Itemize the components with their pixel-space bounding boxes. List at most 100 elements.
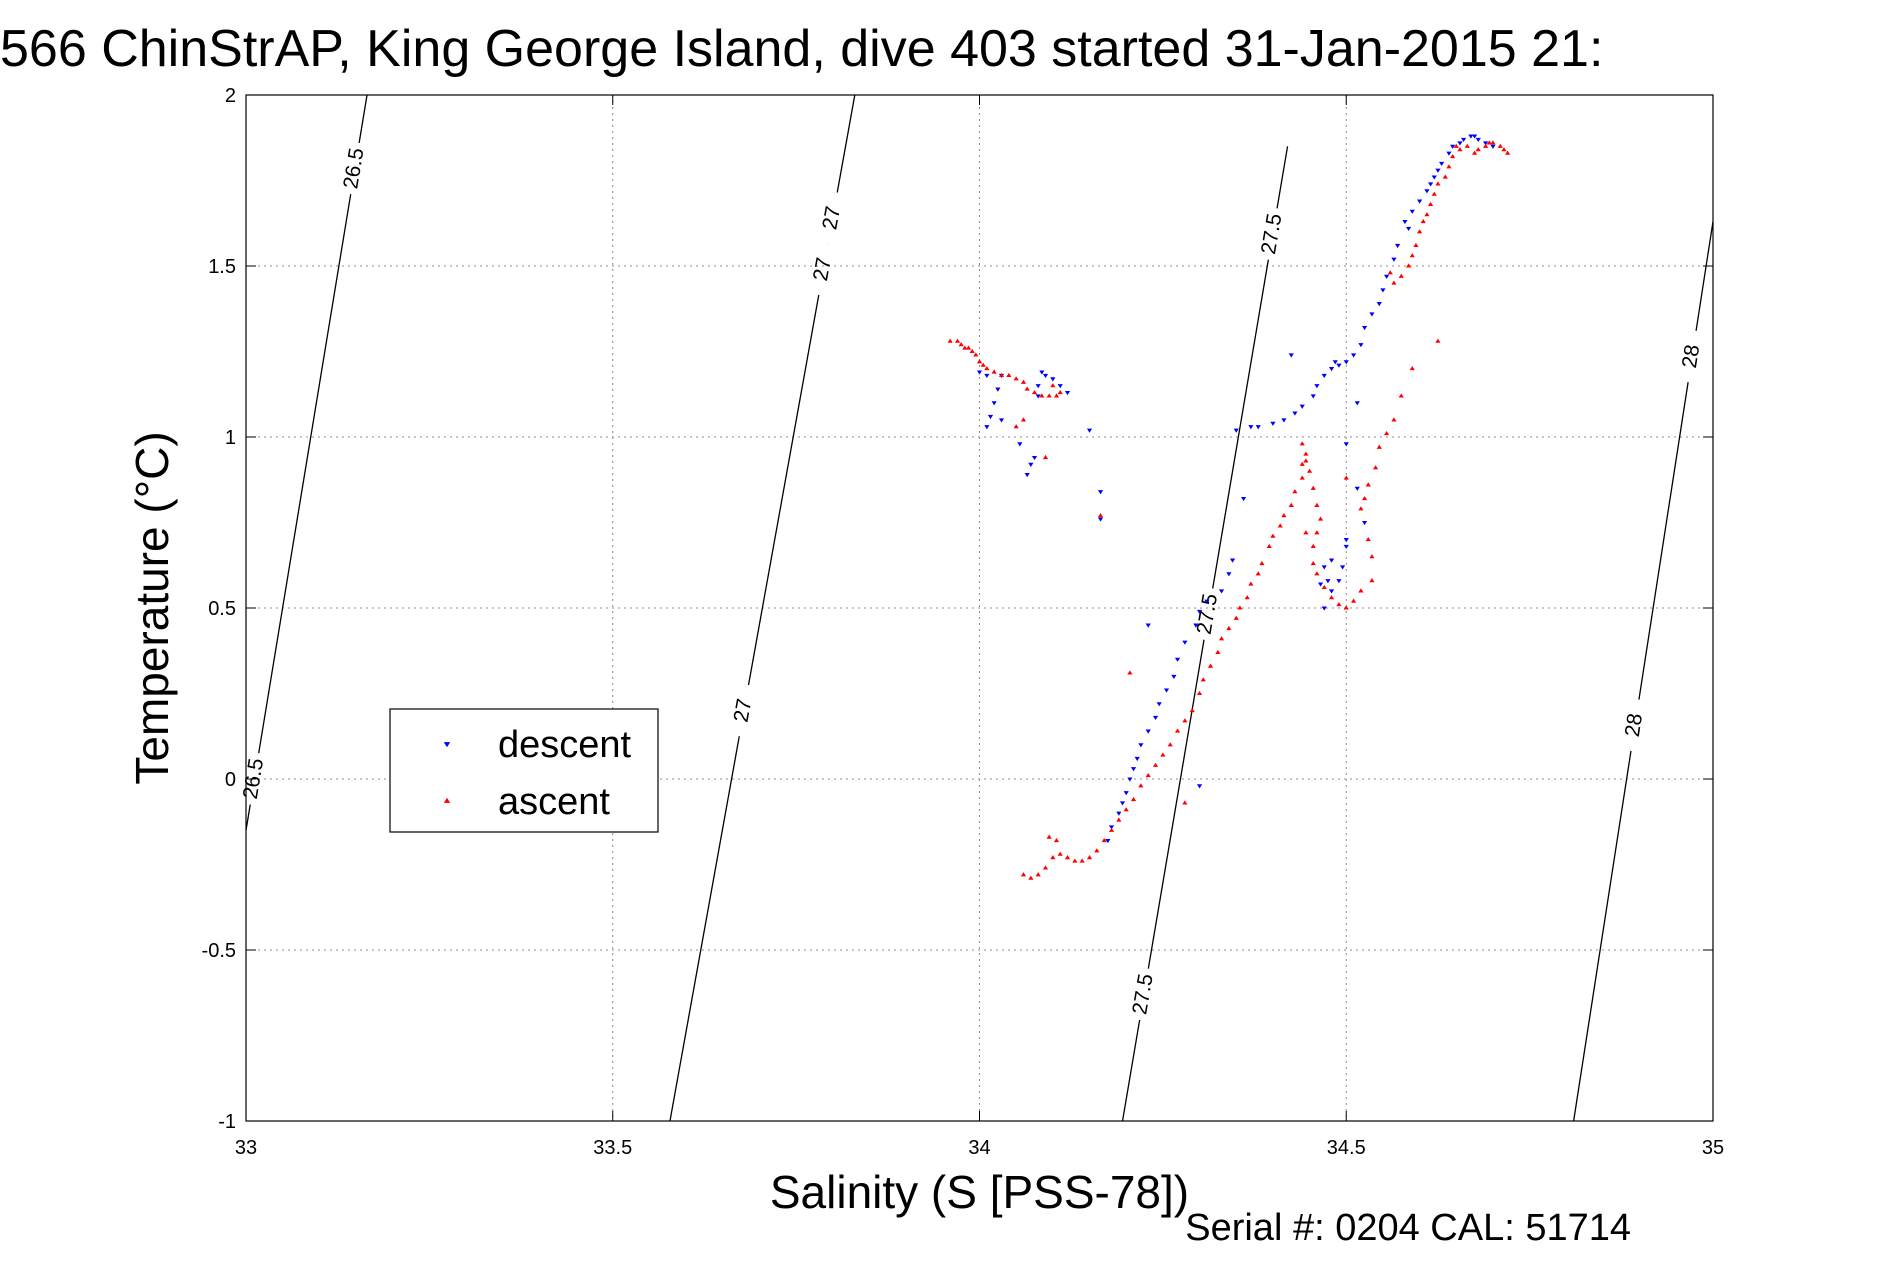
ascent-point (1383, 430, 1390, 436)
axis-ticks: 33 33.5 34 34.5 35 -1 -0.5 0 0.5 1 1.5 2 (202, 85, 1725, 1159)
ascent-point (947, 338, 953, 343)
descent-point (1127, 777, 1133, 782)
ascent-point (984, 366, 990, 371)
ascent-point (1376, 444, 1382, 449)
descent-point (1380, 288, 1386, 293)
descent-point (1193, 623, 1199, 628)
y-tick-label: 1.5 (208, 256, 236, 278)
ascent-point (1050, 855, 1056, 860)
ascent-point (1281, 513, 1287, 518)
descent-point (1130, 767, 1137, 772)
chart-title: 566 ChinStrAP, King George Island, dive … (0, 20, 1603, 78)
ascent-point (1365, 537, 1371, 542)
descent-point (1097, 517, 1104, 522)
ascent-point (1292, 489, 1298, 494)
ascent-point (1413, 242, 1419, 248)
ascent-point (1310, 560, 1316, 566)
descent-point (1233, 428, 1239, 433)
grid (246, 95, 1713, 1121)
ascent-point (1409, 366, 1415, 371)
y-tick-label: 0 (225, 769, 236, 791)
descent-point (1240, 497, 1247, 502)
ascent-point (1314, 571, 1320, 576)
descent-point (1123, 791, 1129, 796)
ascent-point (1310, 485, 1316, 490)
ascent-point (969, 348, 975, 354)
ascent-point (1431, 191, 1437, 196)
ascent-point (1409, 253, 1415, 258)
descent-point (1229, 558, 1236, 563)
ascent-point (1013, 424, 1019, 429)
ascent-point (1266, 543, 1272, 548)
ascent-point (1299, 461, 1305, 466)
ascent-point (1457, 147, 1463, 152)
ascent-point (1130, 796, 1137, 802)
contour-line-26.5 (258, 194, 352, 754)
legend: descent ascent (389, 708, 659, 833)
descent-point (995, 387, 1001, 392)
descent-point (1446, 151, 1452, 156)
descent-point (1325, 579, 1331, 584)
ascent-point (1358, 588, 1364, 593)
descent-point (1321, 373, 1327, 379)
ascent-point (962, 345, 968, 350)
descent-point (1134, 756, 1140, 762)
ascent-point (1255, 571, 1261, 576)
ascent-point (1167, 742, 1173, 747)
ascent-point (1424, 212, 1430, 217)
descent-point (976, 370, 983, 375)
descent-point (1292, 411, 1298, 416)
descent-point (1343, 544, 1349, 550)
ascent-point (1303, 451, 1309, 456)
ascent-point (998, 372, 1005, 377)
descent-point (991, 401, 997, 406)
ascent-point (1152, 762, 1159, 767)
descent-point (1376, 302, 1382, 307)
descent-point (984, 425, 990, 430)
ascent-point (1215, 649, 1221, 655)
descent-point (1450, 144, 1456, 149)
ascent-point (1196, 690, 1203, 696)
ascent-point (1020, 872, 1027, 877)
ascent-point (1024, 386, 1030, 391)
ascent-point (1057, 851, 1063, 856)
descent-point (1439, 161, 1445, 166)
x-tick-label: 35 (1702, 1137, 1724, 1159)
ascent-point (1417, 229, 1423, 234)
contour-line-27 (747, 294, 820, 686)
descent-point (1152, 715, 1159, 721)
ascent-point (1314, 530, 1320, 535)
contour-line-27.5 (1121, 1019, 1141, 1122)
ascent-point (1270, 533, 1276, 538)
descent-point (998, 418, 1005, 423)
serial-cal-label: Serial #: 0204 CAL: 51714 (1185, 1207, 1631, 1249)
descent-point (1461, 137, 1467, 143)
ascent-point (1248, 581, 1254, 586)
descent-point (1457, 141, 1463, 146)
ascent-point (1174, 728, 1181, 733)
descent-point (1317, 582, 1324, 587)
descent-point (1369, 312, 1375, 317)
descent-point (1428, 182, 1434, 187)
ascent-point (1387, 270, 1393, 275)
contour-label: 27 (809, 256, 836, 283)
ascent-point (1398, 273, 1404, 278)
descent-point (1138, 743, 1144, 748)
descent-point (1343, 360, 1349, 365)
ascent-point (1303, 530, 1309, 535)
x-tick-label: 33 (235, 1137, 257, 1159)
ascent-point (1435, 338, 1441, 343)
descent-point (1328, 589, 1335, 594)
descent-point (1435, 168, 1441, 173)
ascent-point (1127, 670, 1133, 675)
ascent-point (1189, 708, 1195, 713)
descent-point (1017, 442, 1023, 447)
ascent-point (1358, 506, 1364, 511)
ascent-point (1123, 807, 1129, 812)
ascent-point (1218, 636, 1225, 641)
ascent-point (1226, 625, 1232, 631)
ascent-point (1299, 475, 1305, 480)
y-axis-label: Temperature (°C) (126, 431, 178, 784)
descent-point (1328, 367, 1335, 372)
